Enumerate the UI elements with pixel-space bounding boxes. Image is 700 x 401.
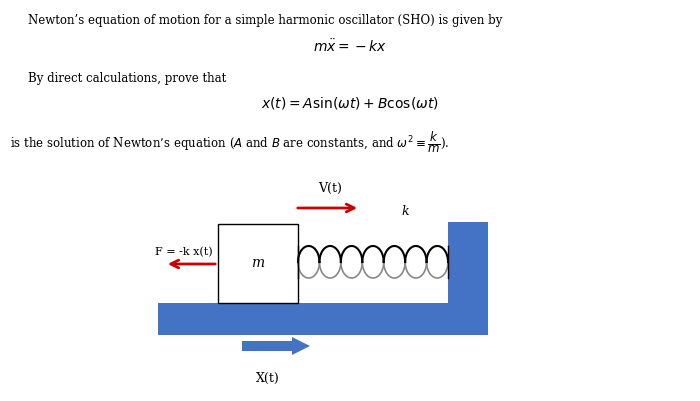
Bar xyxy=(158,303,488,335)
Text: $m\ddot{x} = -kx$: $m\ddot{x} = -kx$ xyxy=(313,38,387,55)
FancyArrow shape xyxy=(242,337,310,355)
Text: m: m xyxy=(251,256,265,270)
Text: V(t): V(t) xyxy=(318,182,342,195)
Text: By direct calculations, prove that: By direct calculations, prove that xyxy=(28,72,226,85)
Bar xyxy=(448,222,488,303)
Bar xyxy=(218,224,298,303)
Text: Newton’s equation of motion for a simple harmonic oscillator (SHO) is given by: Newton’s equation of motion for a simple… xyxy=(28,14,503,27)
Text: F = -k x(t): F = -k x(t) xyxy=(155,247,213,257)
Text: is the solution of Newton’s equation ($A$ and $B$ are constants, and $\omega^2 \: is the solution of Newton’s equation ($A… xyxy=(10,130,449,155)
Text: X(t): X(t) xyxy=(256,372,280,385)
Text: k: k xyxy=(401,205,409,218)
Text: $x(t) = A\sin(\omega t) + B\cos(\omega t)$: $x(t) = A\sin(\omega t) + B\cos(\omega t… xyxy=(261,95,439,111)
